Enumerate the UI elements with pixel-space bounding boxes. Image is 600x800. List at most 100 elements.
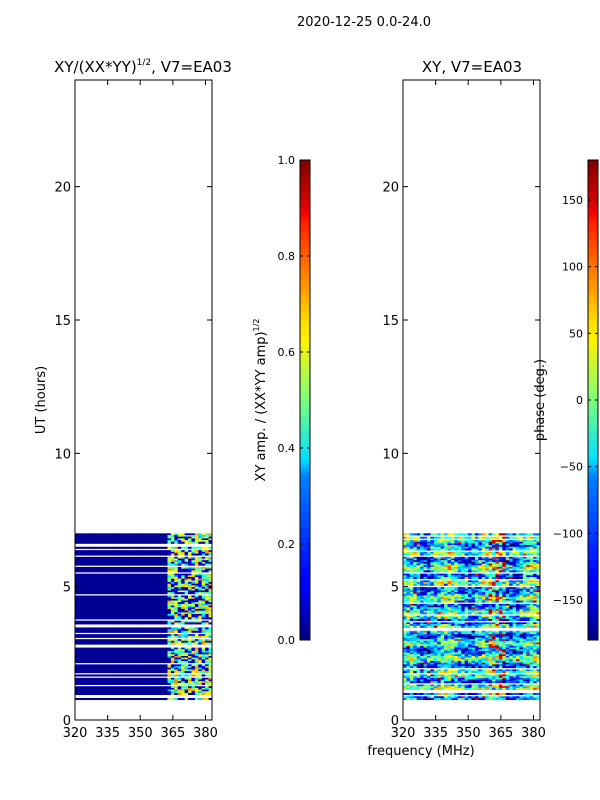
heatmap-cell bbox=[109, 561, 114, 564]
heatmap-cell bbox=[409, 545, 414, 548]
heatmap-cell bbox=[126, 602, 131, 605]
heatmap-cell bbox=[92, 669, 96, 672]
heatmap-cell bbox=[502, 587, 507, 590]
heatmap-cell bbox=[140, 655, 144, 659]
heatmap-cell bbox=[85, 650, 90, 654]
heatmap-cell bbox=[88, 603, 93, 606]
heatmap-cell bbox=[167, 635, 172, 638]
heatmap-cell bbox=[133, 697, 138, 701]
heatmap-cell bbox=[174, 561, 179, 564]
heatmap-cell bbox=[529, 610, 534, 613]
heatmap-cell bbox=[174, 592, 179, 595]
heatmap-cell bbox=[433, 622, 438, 625]
heatmap-cell bbox=[406, 570, 411, 573]
heatmap-cell bbox=[498, 565, 503, 568]
heatmap-cell bbox=[495, 580, 500, 583]
heatmap-cell bbox=[198, 615, 203, 618]
heatmap-cell bbox=[188, 677, 192, 680]
heatmap-cell bbox=[464, 561, 469, 564]
heatmap-cell bbox=[536, 548, 540, 551]
heatmap-cell bbox=[102, 597, 107, 600]
heatmap-cell bbox=[512, 545, 517, 548]
heatmap-cell bbox=[498, 558, 503, 561]
heatmap-cell bbox=[143, 550, 148, 553]
heatmap-cell bbox=[406, 615, 411, 618]
heatmap-cell bbox=[205, 613, 209, 617]
heatmap-cell bbox=[143, 577, 148, 580]
heatmap-cell bbox=[105, 588, 110, 591]
heatmap-cell bbox=[129, 550, 134, 553]
heatmap-cell bbox=[170, 689, 175, 692]
heatmap-cell bbox=[181, 580, 185, 583]
heatmap-cell bbox=[126, 620, 131, 623]
heatmap-cell bbox=[409, 598, 414, 601]
heatmap-cell bbox=[430, 612, 435, 615]
heatmap-cell bbox=[133, 590, 138, 593]
heatmap-cell bbox=[498, 551, 503, 554]
heatmap-cell bbox=[126, 667, 131, 670]
heatmap-cell bbox=[88, 650, 93, 654]
heatmap-cell bbox=[102, 578, 107, 581]
heatmap-cell bbox=[208, 561, 212, 564]
heatmap-cell bbox=[447, 566, 452, 570]
heatmap-cell bbox=[522, 575, 527, 578]
heatmap-cell bbox=[440, 595, 445, 598]
heatmap-cell bbox=[444, 598, 448, 601]
heatmap-cell bbox=[184, 647, 189, 650]
heatmap-cell bbox=[529, 607, 534, 610]
heatmap-cell bbox=[205, 561, 209, 564]
heatmap-cell bbox=[153, 540, 158, 543]
heatmap-cell bbox=[160, 561, 165, 564]
heatmap-cell bbox=[157, 568, 162, 571]
heatmap-cell bbox=[430, 561, 435, 564]
heatmap-cell bbox=[208, 615, 212, 618]
heatmap-cell bbox=[188, 585, 192, 588]
heatmap-cell bbox=[177, 681, 182, 684]
heatmap-cell bbox=[188, 560, 192, 563]
heatmap-cell bbox=[95, 577, 100, 580]
heatmap-cell bbox=[140, 535, 144, 538]
heatmap-cell bbox=[75, 639, 79, 642]
heatmap-cell bbox=[191, 592, 196, 595]
heatmap-cell bbox=[512, 560, 517, 563]
heatmap-cell bbox=[75, 551, 79, 554]
heatmap-cell bbox=[509, 617, 513, 620]
heatmap-cell bbox=[208, 573, 212, 576]
heatmap-cell bbox=[150, 682, 155, 685]
heatmap-cell bbox=[194, 627, 199, 630]
heatmap-cell bbox=[457, 588, 462, 591]
heatmap-cell bbox=[140, 568, 144, 571]
heatmap-cell bbox=[116, 595, 120, 598]
heatmap-cell bbox=[119, 535, 124, 538]
heatmap-cell bbox=[92, 640, 96, 643]
heatmap-cell bbox=[461, 548, 466, 551]
heatmap-cell bbox=[208, 617, 212, 620]
heatmap-cell bbox=[194, 640, 199, 643]
heatmap-cell bbox=[423, 592, 428, 595]
heatmap-cell bbox=[133, 666, 138, 669]
heatmap-cell bbox=[447, 593, 452, 596]
heatmap-cell bbox=[140, 588, 144, 591]
heatmap-cell bbox=[194, 649, 199, 652]
heatmap-cell bbox=[526, 558, 531, 561]
heatmap-cell bbox=[403, 553, 407, 556]
heatmap-cell bbox=[495, 553, 500, 556]
heatmap-cell bbox=[464, 548, 469, 551]
heatmap-cell bbox=[481, 603, 486, 606]
heatmap-cell bbox=[174, 612, 179, 615]
heatmap-cell bbox=[92, 587, 96, 590]
heatmap-cell bbox=[474, 605, 479, 608]
heatmap-cell bbox=[188, 600, 192, 603]
heatmap-cell bbox=[468, 560, 472, 563]
heatmap-cell bbox=[177, 546, 182, 549]
heatmap-cell bbox=[126, 595, 131, 598]
heatmap-cell bbox=[413, 553, 418, 556]
heatmap-cell bbox=[98, 639, 103, 642]
heatmap-cell bbox=[126, 556, 131, 559]
heatmap-cell bbox=[485, 615, 490, 618]
heatmap-cell bbox=[495, 598, 500, 601]
heatmap-cell bbox=[505, 597, 510, 600]
heatmap-cell bbox=[498, 561, 503, 564]
heatmap-cell bbox=[105, 689, 110, 692]
heatmap-cell bbox=[157, 671, 162, 674]
